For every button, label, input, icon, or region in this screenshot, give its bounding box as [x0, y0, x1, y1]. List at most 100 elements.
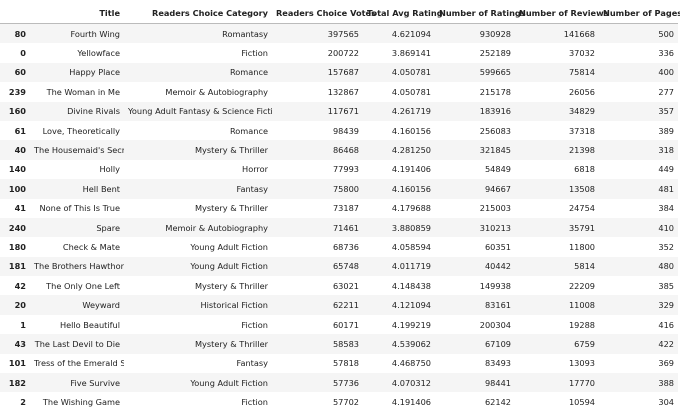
table-cell: 11800 [568, 241, 595, 252]
table-cell: The Woman in Me [46, 86, 120, 97]
table-cell: 4.050781 [391, 86, 431, 97]
table-cell: 4.160156 [391, 125, 431, 136]
row-index: 101 [8, 358, 26, 369]
column-header: Title [30, 2, 124, 24]
table-cell: 930928 [479, 28, 511, 39]
table-cell: 277 [658, 86, 674, 97]
table-cell: 19288 [568, 319, 595, 330]
table-row: 0 Yellowface Fiction 200722 3.869141 252189 37… [0, 43, 678, 62]
table-cell: 416 [658, 319, 674, 330]
table-cell: 77993 [332, 164, 359, 175]
table-cell: 318 [658, 145, 674, 156]
table-cell: Five Survive [70, 377, 120, 388]
table-cell: 26056 [568, 86, 595, 97]
table-cell: 321845 [479, 145, 511, 156]
table-row: 2 The Wishing Game Fiction 57702 4.191406 621… [0, 392, 678, 411]
table-cell: 22209 [568, 280, 595, 291]
table-cell: 141668 [563, 28, 595, 39]
table-cell: 67109 [484, 338, 511, 349]
table-cell: 54849 [484, 164, 511, 175]
table-cell: Mystery & Thriller [194, 145, 268, 156]
table-cell: 17770 [568, 377, 595, 388]
table-cell: 389 [658, 125, 674, 136]
table-cell: Memoir & Autobiography [165, 86, 268, 97]
table-cell: 86468 [332, 145, 359, 156]
table-cell: 117671 [327, 106, 359, 117]
row-index: 1 [20, 319, 26, 330]
row-index: 100 [8, 183, 26, 194]
table-cell: Mystery & Thriller [194, 203, 268, 214]
row-index: 80 [14, 28, 26, 39]
row-index: 42 [14, 280, 26, 291]
table-cell: Fiction [241, 397, 268, 408]
table-cell: 3.869141 [391, 48, 431, 59]
table-cell: 37318 [568, 125, 595, 136]
table-cell: 410 [658, 222, 674, 233]
table-cell: The Brothers Hawthorne [34, 261, 124, 272]
table-cell: 60351 [484, 241, 511, 252]
table-cell: Holly [99, 164, 120, 175]
header-row: Title Readers Choice Category Readers Choi… [0, 2, 680, 24]
row-index: 20 [14, 300, 26, 311]
table-cell: 98439 [332, 125, 359, 136]
table-row: 101 Tress of the Emerald Sea Fantasy 57818 4… [0, 354, 678, 373]
table-cell: Divine Rivals [67, 106, 120, 117]
row-index: 240 [8, 222, 26, 233]
table-cell: Yellowface [77, 48, 120, 59]
table-cell: 35791 [568, 222, 595, 233]
table-cell: 599665 [479, 67, 511, 78]
table-cell: 200722 [327, 48, 359, 59]
row-index: 160 [8, 106, 26, 117]
table-cell: 24754 [568, 203, 595, 214]
table-cell: 6759 [574, 338, 595, 349]
table-cell: Romance [229, 67, 268, 78]
table-cell: 60171 [332, 319, 359, 330]
table-cell: 384 [658, 203, 674, 214]
table-cell: 369 [658, 358, 674, 369]
index-header [0, 2, 30, 24]
table-cell: 252189 [479, 48, 511, 59]
table-row: 1 Hello Beautiful Fiction 60171 4.199219 2003… [0, 315, 678, 334]
table-cell: Mystery & Thriller [194, 280, 268, 291]
table-cell: 94667 [484, 183, 511, 194]
table-cell: 13508 [568, 183, 595, 194]
table-cell: 62211 [332, 300, 359, 311]
table-row: 239 The Woman in Me Memoir & Autobiography… [0, 82, 678, 101]
table-cell: 183916 [479, 106, 511, 117]
table-cell: 4.191406 [391, 164, 431, 175]
table-cell: 149938 [479, 280, 511, 291]
table-cell: 4.121094 [391, 300, 431, 311]
table-cell: Check & Mate [62, 241, 120, 252]
table-cell: Young Adult Fantasy & Science Fiction [128, 106, 272, 117]
table-cell: 4.468750 [391, 358, 431, 369]
table-cell: 65748 [332, 261, 359, 272]
table-cell: 57702 [332, 397, 359, 408]
table-cell: The Last Devil to Die [34, 338, 120, 349]
table-cell: 40442 [484, 261, 511, 272]
table-cell: 500 [658, 28, 674, 39]
table-cell: 385 [658, 280, 674, 291]
table-row: 42 The Only One Left Mystery & Thriller 630… [0, 276, 678, 295]
table-cell: 83161 [484, 300, 511, 311]
table-cell: 4.539062 [391, 338, 431, 349]
table-cell: Young Adult Fiction [190, 241, 268, 252]
table-cell: 3.880859 [391, 222, 431, 233]
table-cell: 4.070312 [391, 377, 431, 388]
table-cell: 73187 [332, 203, 359, 214]
table-cell: 304 [658, 397, 674, 408]
row-index: 181 [8, 261, 26, 272]
table-cell: Memoir & Autobiography [165, 222, 268, 233]
column-header: Number of Ratings [435, 2, 526, 24]
table-cell: 215003 [479, 203, 511, 214]
table-cell: The Only One Left [46, 280, 120, 291]
table-row: 240 Spare Memoir & Autobiography 71461 3.880… [0, 217, 678, 238]
table-cell: 157687 [327, 67, 359, 78]
column-header: Number of Pages [599, 2, 680, 24]
table-cell: Hello Beautiful [59, 319, 120, 330]
table-cell: 4.050781 [391, 67, 431, 78]
table-row: 20 Weyward Historical Fiction 62211 4.121094… [0, 295, 678, 315]
row-index: 60 [14, 67, 26, 78]
table-cell: 336 [658, 48, 674, 59]
